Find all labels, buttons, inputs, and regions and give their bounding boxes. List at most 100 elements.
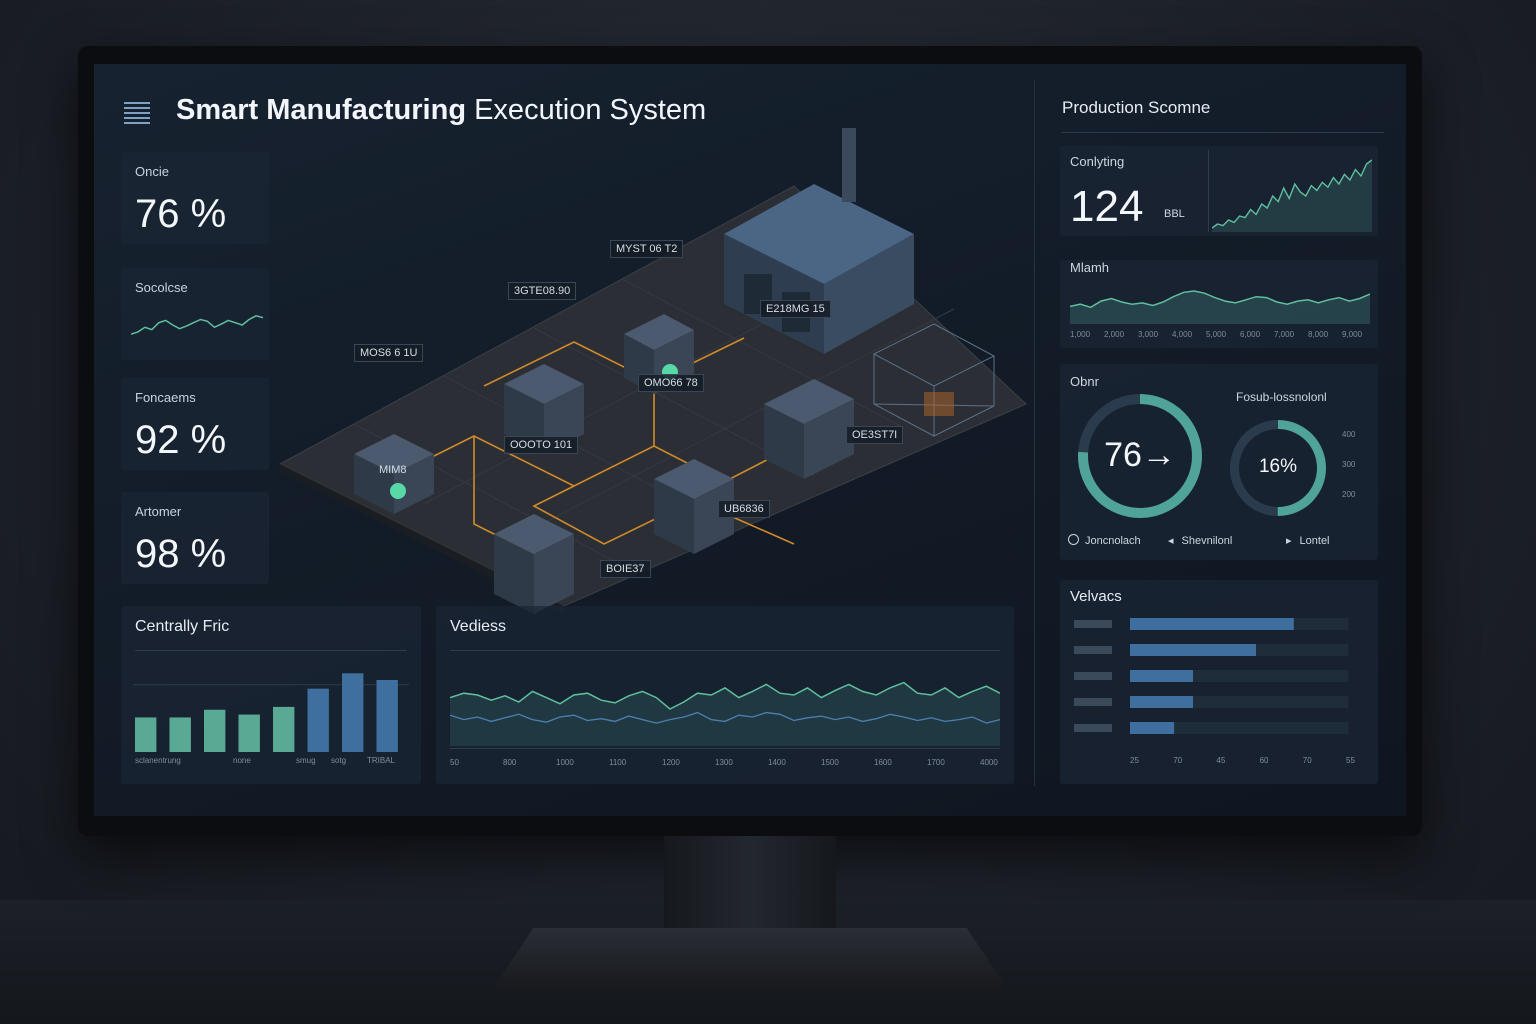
series-line xyxy=(1070,290,1370,309)
tick-label: 70 xyxy=(1173,756,1183,765)
counter-panel[interactable]: Conlyting 124 BBL xyxy=(1060,146,1378,236)
tick-label: 1700 xyxy=(927,758,945,767)
kpi-card-4[interactable]: Artomer 98 % xyxy=(121,492,269,584)
gauge-tick: 200 xyxy=(1342,490,1356,499)
legend-item[interactable]: ▸ Lontel xyxy=(1286,534,1330,547)
series-line xyxy=(1212,159,1372,229)
kpi-label: Artomer xyxy=(135,504,182,519)
machine-1 xyxy=(354,434,434,514)
legend-label: Shevnilonl xyxy=(1181,535,1233,547)
line-chart-panel[interactable]: Vediess 50 800 1000 1100 1200 1300 1400 1500 160… xyxy=(436,606,1014,784)
tick-label: sotg xyxy=(331,756,347,765)
line-chart xyxy=(450,681,1000,746)
panel-title: Centrally Fric xyxy=(135,618,230,635)
machine-tag[interactable]: OOOTO 101 xyxy=(504,436,579,454)
machine-tag[interactable]: 3GTE08.90 xyxy=(508,282,577,300)
trend-panel[interactable]: Mlamh 1,000 2,000 3,000 4,000 5,000 6,000 7,00… xyxy=(1060,260,1378,348)
bar xyxy=(135,717,157,752)
gauge-fill xyxy=(1078,394,1202,518)
bar xyxy=(342,673,364,752)
page-title-bold: Smart Manufacturing xyxy=(176,94,467,126)
right-header: Production Scomne xyxy=(1062,98,1211,117)
divider xyxy=(450,748,1000,749)
bar-chart-panel[interactable]: Centrally Fric sclanentrung none smug so… xyxy=(121,606,421,784)
legend-item[interactable]: ◂ Shevnilonl xyxy=(1168,534,1232,547)
primary-gauge xyxy=(1078,394,1202,518)
machine-tag[interactable]: UB6836 xyxy=(718,500,770,518)
gauge-fill xyxy=(1230,420,1326,516)
divider xyxy=(135,650,407,651)
trend-label: Mlamh xyxy=(1070,260,1110,275)
tick-label: none xyxy=(233,756,251,765)
series-line-1 xyxy=(450,681,1000,710)
panel-title: Vediess xyxy=(450,618,507,635)
tick-label: 1100 xyxy=(609,758,627,767)
main-building xyxy=(724,128,914,354)
divider xyxy=(1208,150,1209,232)
bar xyxy=(307,688,329,752)
tick-label: 45 xyxy=(1216,756,1226,765)
machine-tag[interactable]: BOIE37 xyxy=(600,560,651,578)
counter-value: 124 xyxy=(1070,182,1144,231)
tick-label: 6,000 xyxy=(1240,330,1261,339)
tick-label: 4,000 xyxy=(1172,330,1193,339)
kpi-label: Socolcse xyxy=(135,280,188,295)
gauge-tick: 400 xyxy=(1342,430,1356,439)
secondary-gauge xyxy=(1230,420,1326,516)
divider xyxy=(1062,132,1384,133)
bar-label-placeholder xyxy=(1074,724,1112,732)
bar xyxy=(273,706,295,752)
gauge-tick: 300 xyxy=(1342,460,1356,469)
gauge-panel[interactable]: Obnr Fosub-lossnolonl 76→ 16% 400 300 20… xyxy=(1060,364,1378,560)
tick-label: 9,000 xyxy=(1342,330,1363,339)
panel-title: Velvacs xyxy=(1070,588,1122,605)
machine-tag[interactable]: OE3ST7I xyxy=(846,426,904,444)
kpi-value: 76 % xyxy=(135,192,227,236)
sparkline-chart xyxy=(131,315,263,335)
horizontal-bars-panel[interactable]: Velvacs 25 70 45 60 70 55 xyxy=(1060,580,1378,784)
counter-trend-chart xyxy=(1212,159,1372,232)
factory-floor-map[interactable] xyxy=(274,124,1034,614)
tick-label: 2,000 xyxy=(1104,330,1125,339)
kpi-card-1[interactable]: Oncie 76 % xyxy=(121,152,269,244)
machine-tag[interactable]: MIM8 xyxy=(379,464,407,476)
kpi-label: Oncie xyxy=(135,164,169,179)
machine-tag[interactable]: E218MG 15 xyxy=(760,300,831,318)
circle-icon xyxy=(1068,534,1079,545)
kpi-card-2[interactable]: Socolcse xyxy=(121,268,269,360)
divider xyxy=(450,650,1000,651)
trend-area-chart xyxy=(1070,290,1370,324)
machine-tag[interactable]: OMO66 78 xyxy=(638,374,704,392)
bar xyxy=(1130,696,1194,708)
tick-label: 3,000 xyxy=(1138,330,1159,339)
kpi-value: 92 % xyxy=(135,418,227,462)
bar xyxy=(1130,618,1294,630)
play-left-icon: ◂ xyxy=(1168,535,1174,547)
tick-label: 1500 xyxy=(821,758,839,767)
bar xyxy=(376,680,398,752)
bar-track xyxy=(1130,722,1349,734)
bar xyxy=(1130,670,1194,682)
legend-item[interactable]: Joncnolach xyxy=(1068,534,1141,547)
horizontal-bar-chart xyxy=(1074,618,1349,734)
tick-label: 50 xyxy=(450,758,459,767)
tick-label: 70 xyxy=(1302,756,1312,765)
bar-label-placeholder xyxy=(1074,672,1112,680)
tick-label: 25 xyxy=(1130,756,1139,765)
kpi-card-3[interactable]: Foncaems 92 % xyxy=(121,378,269,470)
machine-4 xyxy=(764,379,854,479)
tick-label: 800 xyxy=(503,758,517,767)
tick-label: 60 xyxy=(1259,756,1269,765)
kpi-value: 98 % xyxy=(135,532,227,576)
bar xyxy=(238,714,260,752)
machine-tag[interactable]: MOS6 6 1U xyxy=(354,344,424,362)
kpi-label: Foncaems xyxy=(135,390,196,405)
menu-icon[interactable] xyxy=(124,102,150,124)
bar xyxy=(204,709,226,752)
series-line-2 xyxy=(450,711,1000,724)
machine-tag[interactable]: MYST 06 T2 xyxy=(610,240,684,258)
bar xyxy=(169,717,191,752)
counter-unit: BBL xyxy=(1164,208,1185,220)
machine-6 xyxy=(494,514,574,614)
monitor-stand-neck xyxy=(664,836,836,932)
